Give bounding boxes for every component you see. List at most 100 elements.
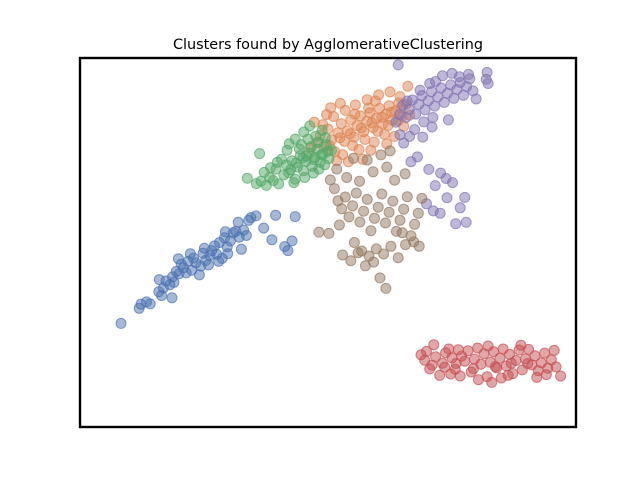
data-point-2-48 — [254, 148, 266, 160]
data-point-5-8 — [354, 216, 366, 228]
cluster-series-3 — [415, 339, 567, 388]
data-point-0-40 — [258, 222, 270, 234]
data-point-4-33 — [401, 95, 413, 107]
data-point-4-60 — [409, 124, 421, 136]
data-point-5-3 — [336, 203, 348, 215]
data-point-5-9 — [358, 205, 370, 217]
series-layer — [115, 59, 567, 388]
data-point-0-51 — [235, 243, 247, 255]
data-point-5-7 — [350, 187, 362, 199]
data-point-5-56 — [375, 149, 387, 161]
data-point-3-43 — [428, 339, 440, 351]
data-point-5-6 — [347, 200, 359, 212]
data-point-2-49 — [271, 156, 283, 168]
data-point-5-21 — [401, 191, 413, 203]
data-point-1-30 — [344, 128, 356, 140]
data-point-0-24 — [203, 259, 214, 271]
data-point-1-67 — [369, 95, 381, 107]
data-point-2-47 — [297, 152, 309, 164]
data-point-3-59 — [486, 376, 498, 388]
data-point-5-49 — [354, 175, 365, 187]
data-point-3-58 — [502, 369, 514, 381]
data-point-5-4 — [339, 191, 351, 203]
data-point-4-6 — [410, 108, 422, 120]
data-point-0-55 — [144, 298, 156, 310]
data-point-5-52 — [389, 174, 401, 186]
data-point-5-15 — [380, 217, 391, 229]
data-point-3-46 — [473, 374, 484, 386]
data-point-1-33 — [376, 111, 388, 123]
data-point-4-50 — [434, 207, 446, 219]
data-point-4-55 — [427, 112, 439, 123]
data-point-3-55 — [489, 361, 501, 373]
data-point-2-39 — [288, 177, 300, 189]
data-point-5-19 — [394, 214, 406, 226]
data-point-0-49 — [222, 248, 234, 260]
data-point-1-8 — [335, 118, 347, 130]
data-point-2-35 — [299, 172, 311, 183]
data-point-5-57 — [384, 145, 396, 157]
data-point-4-56 — [392, 59, 404, 71]
data-point-1-69 — [325, 102, 337, 114]
data-point-0-44 — [282, 245, 294, 257]
cluster-series-4 — [390, 59, 494, 230]
data-point-1-31 — [355, 122, 367, 134]
data-point-5-13 — [372, 201, 384, 213]
data-point-4-25 — [470, 93, 482, 105]
data-point-4-57 — [482, 78, 494, 89]
data-point-4-46 — [454, 202, 466, 214]
data-point-4-51 — [450, 218, 462, 230]
data-point-4-12 — [429, 100, 441, 112]
data-point-5-47 — [331, 163, 343, 175]
data-point-1-43 — [353, 144, 365, 155]
data-point-3-50 — [531, 371, 543, 383]
data-point-5-5 — [343, 211, 355, 223]
data-point-4-35 — [424, 78, 436, 89]
data-point-2-44 — [322, 145, 334, 157]
data-point-5-48 — [341, 172, 353, 183]
data-point-5-35 — [345, 255, 357, 267]
data-point-5-1 — [328, 183, 340, 195]
data-point-4-41 — [429, 180, 441, 192]
data-point-5-12 — [369, 212, 380, 224]
data-point-3-42 — [550, 361, 562, 373]
data-point-1-66 — [363, 102, 375, 114]
data-point-3-14 — [462, 345, 474, 357]
data-point-0-35 — [232, 216, 244, 228]
data-point-4-15 — [438, 96, 450, 108]
cluster-series-0 — [115, 209, 301, 329]
data-point-0-0 — [115, 317, 127, 329]
data-point-0-48 — [213, 255, 225, 267]
data-point-4-27 — [437, 70, 448, 82]
data-point-4-30 — [462, 68, 474, 80]
data-point-1-65 — [349, 108, 361, 120]
data-point-0-56 — [166, 292, 178, 304]
data-point-0-54 — [153, 274, 165, 286]
data-point-1-29 — [334, 132, 346, 144]
data-point-1-68 — [334, 97, 346, 109]
data-point-3-52 — [555, 370, 567, 382]
data-point-1-49 — [349, 99, 361, 111]
data-point-5-25 — [416, 192, 428, 204]
data-point-4-39 — [411, 151, 423, 163]
data-point-3-49 — [515, 339, 527, 351]
data-point-0-46 — [289, 211, 301, 223]
data-point-3-2 — [421, 345, 432, 357]
data-point-4-45 — [441, 192, 453, 204]
data-point-3-61 — [424, 363, 436, 375]
data-point-5-30 — [378, 248, 390, 260]
data-point-1-45 — [379, 128, 390, 140]
data-point-4-47 — [459, 191, 471, 203]
data-point-0-10 — [168, 276, 180, 288]
data-point-5-14 — [376, 188, 388, 200]
data-point-5-55 — [361, 154, 373, 166]
data-point-0-45 — [286, 235, 298, 247]
data-point-1-37 — [359, 133, 371, 145]
data-point-3-5 — [434, 369, 446, 381]
data-point-0-39 — [250, 210, 262, 222]
data-point-3-51 — [540, 369, 552, 381]
data-point-4-58 — [426, 121, 438, 133]
data-point-2-0 — [241, 172, 253, 184]
data-point-4-52 — [460, 216, 472, 228]
